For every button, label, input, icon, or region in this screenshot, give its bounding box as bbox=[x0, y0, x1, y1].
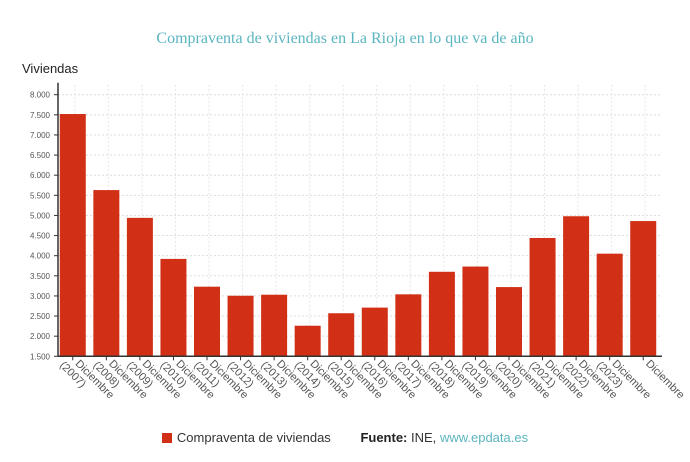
bar bbox=[630, 221, 657, 357]
bar bbox=[93, 190, 120, 357]
bar bbox=[261, 294, 288, 357]
legend-label: Compraventa de viviendas bbox=[176, 430, 331, 445]
bar bbox=[428, 271, 455, 357]
bar bbox=[596, 253, 623, 357]
bar bbox=[529, 237, 556, 357]
y-tick-label: 5.000 bbox=[30, 211, 51, 220]
y-tick-label: 4.500 bbox=[30, 232, 51, 241]
bar bbox=[563, 216, 590, 357]
bar bbox=[462, 266, 489, 357]
y-tick-label: 6.500 bbox=[30, 151, 51, 160]
bar bbox=[227, 295, 254, 357]
y-tick-label: 6.000 bbox=[30, 171, 51, 180]
legend: Compraventa de viviendas Fuente: INE, ww… bbox=[0, 430, 690, 445]
y-axis-label: Viviendas bbox=[22, 61, 79, 76]
source-note: Fuente: INE, www.epdata.es bbox=[360, 430, 528, 445]
source-label: Fuente: bbox=[360, 430, 408, 445]
y-tick-label: 7.500 bbox=[30, 111, 51, 120]
bar bbox=[294, 325, 321, 357]
legend-swatch bbox=[161, 433, 172, 443]
y-tick-label: 5.500 bbox=[30, 191, 51, 200]
bar bbox=[126, 217, 153, 357]
bar bbox=[328, 313, 355, 357]
bar bbox=[59, 114, 86, 357]
bar bbox=[496, 287, 522, 357]
y-tick-label: 4.000 bbox=[30, 252, 51, 261]
chart-title: Compraventa de viviendas en La Rioja en … bbox=[156, 30, 534, 47]
bar bbox=[194, 286, 220, 357]
bar bbox=[160, 258, 187, 357]
source-link[interactable]: www.epdata.es bbox=[439, 430, 529, 445]
y-tick-label: 3.500 bbox=[30, 272, 51, 281]
y-tick-label: 3.000 bbox=[30, 292, 51, 301]
y-tick-label: 2.500 bbox=[30, 312, 51, 321]
bar bbox=[395, 294, 422, 357]
y-tick-label: 2.000 bbox=[30, 332, 51, 341]
bar bbox=[361, 307, 388, 357]
source-value: INE, bbox=[411, 430, 437, 445]
y-tick-label: 1.500 bbox=[30, 352, 51, 361]
y-tick-label: 8.000 bbox=[30, 91, 51, 100]
y-tick-label: 7.000 bbox=[30, 131, 51, 140]
